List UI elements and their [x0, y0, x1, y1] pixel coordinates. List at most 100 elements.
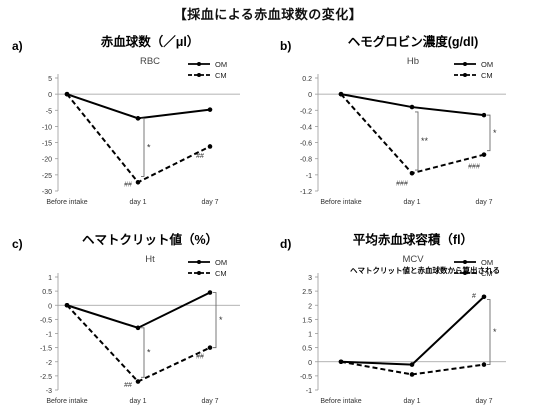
- significance-marker: ###: [396, 180, 408, 187]
- chart-subtitle: ヘマトクリット値と赤血球数から算出される: [350, 265, 500, 275]
- y-tick-label: 3: [308, 275, 312, 282]
- y-tick-label: 1: [48, 275, 52, 282]
- y-tick-label: -0.8: [300, 157, 312, 164]
- y-tick-label: -20: [42, 157, 52, 164]
- legend-marker: [463, 260, 467, 264]
- data-point: [338, 91, 344, 97]
- significance-marker: *: [147, 348, 151, 358]
- legend-marker: [463, 73, 467, 77]
- y-tick-label: -5: [46, 108, 52, 115]
- y-tick-label: -1: [306, 388, 312, 395]
- y-tick-label: 0: [308, 360, 312, 367]
- y-tick-label: -3: [46, 388, 52, 395]
- legend-label-om: OM: [215, 60, 227, 69]
- data-point: [64, 302, 70, 308]
- data-point: [409, 170, 415, 176]
- y-tick-label: -1.5: [40, 346, 52, 353]
- significance-marker: ###: [468, 163, 480, 170]
- chart-panel-hb: b) ヘモグロビン濃度(g/dl) Hb 0.2 0 -0.2 -0.4 -0.6 -0.8 -1…: [280, 34, 506, 206]
- y-tick-label: -0.5: [300, 374, 312, 381]
- legend-marker: [463, 271, 467, 275]
- y-tick-label: -25: [42, 173, 52, 180]
- x-tick-label: day 1: [129, 398, 146, 405]
- y-tick-label: 1: [308, 332, 312, 339]
- data-point: [64, 91, 70, 97]
- x-tick-label: Before intake: [320, 199, 361, 206]
- significance-bracket: [487, 114, 491, 152]
- significance-marker: *: [147, 142, 151, 152]
- significance-marker: ##: [124, 181, 132, 188]
- series-line-om: [66, 93, 211, 120]
- x-tick-label: day 1: [403, 199, 420, 206]
- significance-bracket: [415, 111, 419, 171]
- data-point: [135, 325, 141, 331]
- data-point: [135, 116, 141, 121]
- x-tick-label: day 7: [201, 199, 218, 206]
- y-tick-label: 0: [48, 92, 52, 99]
- series-line-om: [340, 93, 485, 117]
- chart-title: Hb: [407, 56, 419, 67]
- y-tick-label: 0: [48, 303, 52, 310]
- significance-bracket: [213, 292, 217, 349]
- significance-marker: ##: [196, 354, 204, 361]
- legend-label-cm: CM: [481, 269, 493, 278]
- significance-marker: ##: [124, 382, 132, 389]
- chart-panel-rbc: a) 赤血球数（／μl） RBC 5 0 -5 -10 -15 -20 -25 -30 Before …: [12, 34, 240, 206]
- series-line-om: [340, 296, 485, 366]
- panel-label: c): [12, 237, 23, 251]
- x-tick-label: Before intake: [46, 398, 87, 405]
- panel-heading: ヘモグロビン濃度(g/dl): [348, 34, 479, 49]
- legend-marker: [197, 62, 201, 66]
- page-title: 【採血による赤血球数の変化】: [173, 8, 363, 23]
- y-tick-label: -10: [42, 124, 52, 131]
- significance-bracket: [141, 117, 145, 177]
- data-point: [207, 144, 213, 149]
- y-tick-label: 5: [48, 76, 52, 83]
- legend-label-om: OM: [481, 258, 493, 267]
- y-tick-label: 1.5: [302, 317, 312, 324]
- series-line-cm: [66, 304, 211, 383]
- data-point: [481, 294, 487, 300]
- x-tick-label: Before intake: [46, 199, 87, 206]
- legend-marker: [197, 260, 201, 264]
- significance-marker: ##: [196, 153, 204, 160]
- chart-title: RBC: [140, 56, 160, 67]
- legend-label-om: OM: [481, 60, 493, 69]
- chart-panel-ht: c) ヘマトクリット値（%） Ht 1 0.5 0 -0.5 -1 -1.5 -2 -2.5 -3 Be…: [12, 232, 240, 405]
- panel-label: d): [280, 237, 291, 251]
- y-tick-label: -0.5: [40, 317, 52, 324]
- legend-label-om: OM: [215, 258, 227, 267]
- panel-label: b): [280, 39, 291, 53]
- chart-title: Ht: [145, 254, 155, 265]
- significance-marker: #: [472, 293, 476, 300]
- data-point: [135, 179, 141, 185]
- legend-label-cm: CM: [481, 71, 493, 80]
- chart-title: MCV: [402, 254, 424, 265]
- data-point: [207, 290, 213, 295]
- y-tick-label: 0: [308, 92, 312, 99]
- data-point: [481, 152, 487, 157]
- y-tick-label: 2: [308, 303, 312, 310]
- legend-marker: [197, 271, 201, 275]
- x-tick-label: day 1: [129, 199, 146, 206]
- data-point: [481, 112, 487, 118]
- significance-marker: **: [421, 136, 429, 146]
- significance-bracket: [487, 299, 491, 366]
- series-line-om: [66, 291, 211, 329]
- significance-marker: *: [493, 128, 497, 138]
- panel-heading: ヘマトクリット値（%）: [82, 232, 218, 247]
- data-point: [338, 359, 344, 365]
- y-tick-label: -2: [46, 360, 52, 367]
- y-tick-label: -1.2: [300, 189, 312, 196]
- y-tick-label: -1: [46, 332, 52, 339]
- y-tick-label: 0.5: [302, 346, 312, 353]
- panel-label: a): [12, 39, 23, 53]
- data-point: [207, 107, 213, 112]
- y-tick-label: -0.6: [300, 141, 312, 148]
- x-tick-label: day 7: [475, 199, 492, 206]
- panel-heading: 平均赤血球容積（fl）: [353, 232, 473, 247]
- x-tick-label: day 7: [475, 398, 492, 405]
- y-tick-label: 2.5: [302, 289, 312, 296]
- x-tick-label: day 7: [201, 398, 218, 405]
